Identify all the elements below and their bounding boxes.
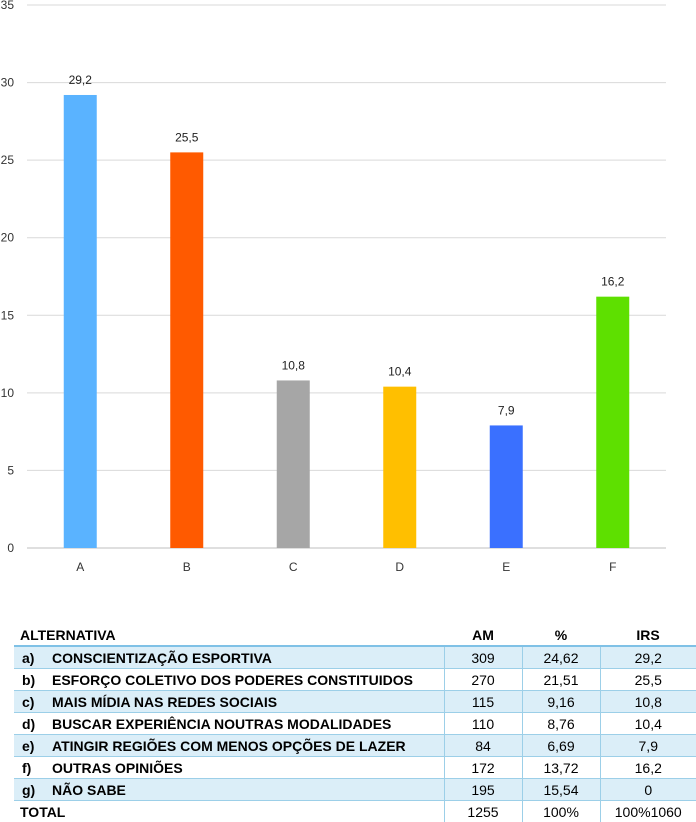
alternative-letter: c) (22, 694, 52, 710)
alternative-cell: b)ESFORÇO COLETIVO DOS PODERES CONSTITUI… (14, 669, 444, 691)
header-irs: IRS (600, 624, 696, 646)
x-tick-label: E (502, 560, 510, 574)
table-row: b)ESFORÇO COLETIVO DOS PODERES CONSTITUI… (14, 669, 696, 691)
bar (490, 425, 523, 548)
data-label: 10,4 (388, 365, 412, 379)
data-label: 25,5 (175, 130, 199, 144)
alternative-cell: g)NÃO SABE (14, 779, 444, 801)
data-label: 16,2 (601, 275, 625, 289)
irs-cell: 7,9 (600, 735, 696, 757)
total-label: TOTAL (14, 801, 444, 822)
data-label: 7,9 (498, 403, 515, 417)
data-label: 29,2 (69, 73, 93, 87)
bar (277, 380, 310, 548)
bar (64, 95, 97, 548)
alternative-text: ESFORÇO COLETIVO DOS PODERES CONSTITUIDO… (52, 672, 413, 688)
pct-cell: 24,62 (522, 646, 600, 669)
y-tick-label: 0 (7, 541, 14, 555)
irs-cell: 0 (600, 779, 696, 801)
x-tick-label: D (395, 560, 404, 574)
alternative-letter: d) (22, 716, 52, 732)
y-tick-label: 5 (7, 463, 14, 477)
am-cell: 309 (444, 646, 522, 669)
header-pct: % (522, 624, 600, 646)
am-cell: 195 (444, 779, 522, 801)
y-tick-label: 15 (1, 308, 15, 322)
irs-cell: 10,4 (600, 713, 696, 735)
irs-cell: 25,5 (600, 669, 696, 691)
alternative-letter: g) (22, 782, 52, 798)
alternative-cell: a)CONSCIENTIZAÇÃO ESPORTIVA (14, 646, 444, 669)
x-tick-label: A (76, 560, 84, 574)
alternative-cell: e)ATINGIR REGIÕES COM MENOS OPÇÕES DE LA… (14, 735, 444, 757)
alternative-text: BUSCAR EXPERIÊNCIA NOUTRAS MODALIDADES (52, 716, 391, 732)
y-tick-label: 25 (1, 153, 15, 167)
alternative-letter: e) (22, 738, 52, 754)
alternative-cell: c)MAIS MÍDIA NAS REDES SOCIAIS (14, 691, 444, 713)
alternative-text: OUTRAS OPINIÕES (52, 760, 183, 776)
header-alternative: ALTERNATIVA (14, 624, 444, 646)
alternative-letter: b) (22, 672, 52, 688)
y-tick-label: 35 (1, 0, 15, 12)
table-row: d)BUSCAR EXPERIÊNCIA NOUTRAS MODALIDADES… (14, 713, 696, 735)
alternatives-table-container: ALTERNATIVA AM % IRS a)CONSCIENTIZAÇÃO E… (14, 624, 696, 822)
bar-chart: 0 5 10 15 20 25 30 35 29,2 A 25,5 B 10,8 C 10,4 D 7,9 E 16… (0, 0, 696, 590)
bar (383, 387, 416, 548)
total-irs: 100%1060 (600, 801, 696, 822)
am-cell: 115 (444, 691, 522, 713)
pct-cell: 8,76 (522, 713, 600, 735)
x-tick-label: C (289, 560, 298, 574)
y-tick-label: 20 (1, 231, 15, 245)
am-cell: 172 (444, 757, 522, 779)
alternative-text: ATINGIR REGIÕES COM MENOS OPÇÕES DE LAZE… (52, 738, 406, 754)
alternative-letter: a) (22, 650, 52, 666)
pct-cell: 9,16 (522, 691, 600, 713)
irs-cell: 29,2 (600, 646, 696, 669)
bar (170, 152, 203, 548)
table-header-row: ALTERNATIVA AM % IRS (14, 624, 696, 646)
bar (596, 297, 629, 548)
irs-cell: 10,8 (600, 691, 696, 713)
pct-cell: 21,51 (522, 669, 600, 691)
am-cell: 110 (444, 713, 522, 735)
am-cell: 270 (444, 669, 522, 691)
alternative-text: CONSCIENTIZAÇÃO ESPORTIVA (52, 650, 272, 666)
bar-chart-svg: 0 5 10 15 20 25 30 35 29,2 A 25,5 B 10,8 C 10,4 D 7,9 E 16… (0, 0, 696, 590)
am-cell: 84 (444, 735, 522, 757)
y-tick-label: 10 (1, 386, 15, 400)
x-tick-label: B (183, 560, 191, 574)
alternative-text: NÃO SABE (52, 782, 126, 798)
pct-cell: 6,69 (522, 735, 600, 757)
irs-cell: 16,2 (600, 757, 696, 779)
alternatives-table: ALTERNATIVA AM % IRS a)CONSCIENTIZAÇÃO E… (14, 624, 696, 822)
x-tick-label: F (609, 560, 616, 574)
alternative-letter: f) (22, 760, 52, 776)
table-row: e)ATINGIR REGIÕES COM MENOS OPÇÕES DE LA… (14, 735, 696, 757)
total-pct: 100% (522, 801, 600, 822)
pct-cell: 13,72 (522, 757, 600, 779)
alternative-cell: f)OUTRAS OPINIÕES (14, 757, 444, 779)
alternative-text: MAIS MÍDIA NAS REDES SOCIAIS (52, 694, 277, 710)
alternative-cell: d)BUSCAR EXPERIÊNCIA NOUTRAS MODALIDADES (14, 713, 444, 735)
total-am: 1255 (444, 801, 522, 822)
pct-cell: 15,54 (522, 779, 600, 801)
y-tick-label: 30 (1, 76, 15, 90)
data-label: 10,8 (282, 358, 306, 372)
header-am: AM (444, 624, 522, 646)
